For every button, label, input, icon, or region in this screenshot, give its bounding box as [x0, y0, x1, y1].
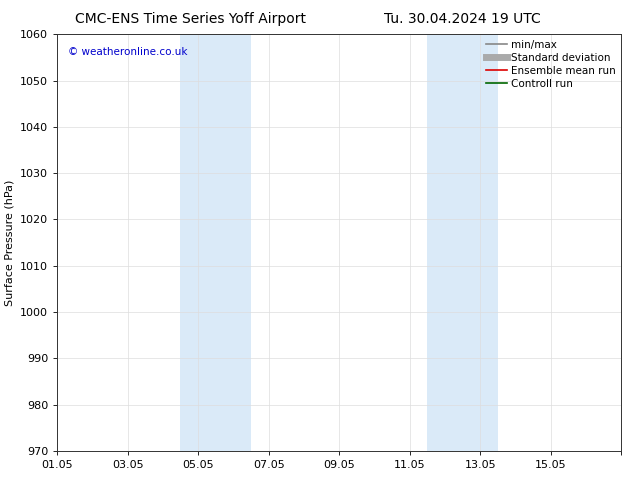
Bar: [427, 34, 498, 451]
Text: © weatheronline.co.uk: © weatheronline.co.uk: [68, 47, 188, 57]
Bar: [181, 34, 251, 451]
Y-axis label: Surface Pressure (hPa): Surface Pressure (hPa): [4, 179, 15, 306]
Legend: min/max, Standard deviation, Ensemble mean run, Controll run: min/max, Standard deviation, Ensemble me…: [486, 40, 616, 89]
Text: Tu. 30.04.2024 19 UTC: Tu. 30.04.2024 19 UTC: [384, 12, 541, 26]
Text: CMC-ENS Time Series Yoff Airport: CMC-ENS Time Series Yoff Airport: [75, 12, 306, 26]
